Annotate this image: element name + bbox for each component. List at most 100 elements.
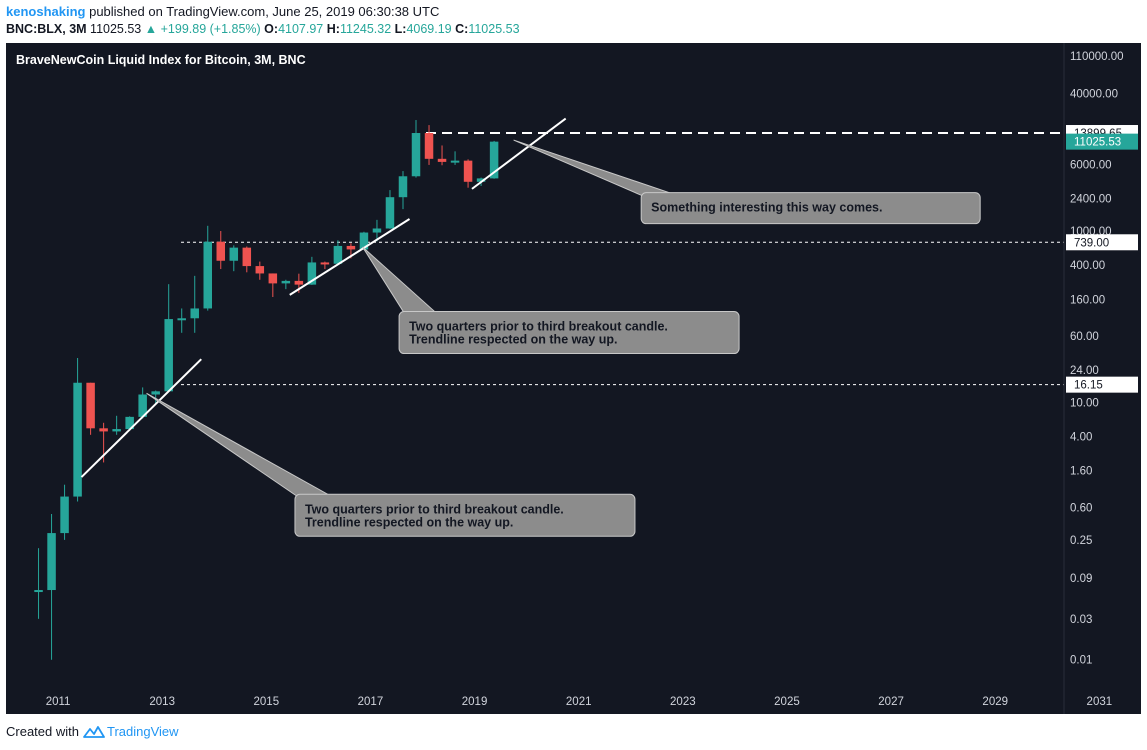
callout-text: Trendline respected on the way up. <box>409 333 617 347</box>
candle-body <box>385 197 395 229</box>
y-tick-label: 110000.00 <box>1070 51 1124 63</box>
y-tick-label: 4.00 <box>1070 432 1092 444</box>
y-tick-label: 6000.00 <box>1070 159 1112 171</box>
candle-body <box>242 247 252 267</box>
x-tick-label: 2015 <box>254 696 280 708</box>
callout-pointer <box>513 139 682 200</box>
x-tick-label: 2011 <box>46 696 71 708</box>
y-tick-label: 60.00 <box>1070 331 1099 343</box>
up-arrow-icon: ▲ <box>144 22 158 36</box>
chart-svg[interactable]: Something interesting this way comes. Two… <box>6 43 1141 714</box>
open-value: 4107.97 <box>278 22 324 36</box>
x-tick-label: 2021 <box>566 696 592 708</box>
candle-body <box>268 273 278 284</box>
callout-top: Something interesting this way comes. <box>513 139 981 225</box>
candle-body <box>216 241 226 261</box>
candle-body <box>60 496 69 534</box>
candle-body <box>229 247 239 261</box>
candle-body <box>255 266 265 274</box>
y-tick-label: 0.09 <box>1070 573 1092 585</box>
price-line-label-bg <box>1066 376 1138 393</box>
high-label: H: <box>326 22 340 36</box>
candle-body <box>398 176 408 198</box>
candle-body <box>34 590 43 593</box>
y-tick-label: 0.03 <box>1070 614 1092 626</box>
price-line-label-bg <box>1066 234 1138 251</box>
trendline <box>471 117 567 190</box>
candle-body <box>294 280 304 285</box>
y-tick-label: 1.60 <box>1070 466 1092 478</box>
y-tick-label: 40000.00 <box>1070 89 1118 101</box>
candle-body <box>73 382 82 497</box>
x-tick-label: 2027 <box>878 696 904 708</box>
callout-text: Two quarters prior to third breakout can… <box>305 502 564 516</box>
callout-text: Something interesting this way comes. <box>651 201 882 215</box>
trendline <box>80 358 202 478</box>
low-label: L: <box>394 22 407 36</box>
candle-body <box>307 262 317 285</box>
last-price: 11025.53 <box>90 22 142 36</box>
trendline <box>289 218 411 296</box>
candle-body <box>476 178 486 182</box>
close-label: C: <box>455 22 469 36</box>
x-tick-label: 2023 <box>670 696 696 708</box>
candle-body <box>437 158 447 162</box>
candle-body <box>86 382 95 429</box>
callout-box <box>398 311 740 355</box>
candle-body <box>450 160 460 163</box>
ohlc-header: BNC:BLX, 3M 11025.53 ▲ +199.89 (+1.85%) … <box>6 22 520 36</box>
x-tick-label: 2031 <box>1087 696 1113 708</box>
candle-body <box>99 428 108 432</box>
candle-body <box>151 391 160 395</box>
x-tick-label: 2017 <box>358 696 384 708</box>
y-tick-label: 400.00 <box>1070 260 1105 272</box>
y-tick-label: 0.01 <box>1070 655 1092 667</box>
candle-body <box>112 429 121 432</box>
y-tick-label: 160.00 <box>1070 294 1105 306</box>
candle-body <box>346 245 356 250</box>
candle-body <box>138 394 147 417</box>
chart-title: BraveNewCoin Liquid Index for Bitcoin, 3… <box>16 53 306 67</box>
candle-body <box>333 245 343 264</box>
tradingview-brand: TradingView <box>106 724 179 739</box>
x-tick-label: 2025 <box>774 696 800 708</box>
low-value: 4069.19 <box>406 22 452 36</box>
tradingview-logo-icon <box>83 725 105 738</box>
close-value: 11025.53 <box>468 22 520 36</box>
price-line-label: 739.00 <box>1074 237 1109 249</box>
candle-body <box>463 160 473 182</box>
created-with-label: Created with <box>6 724 79 739</box>
candle-body <box>489 141 499 179</box>
candle-body <box>177 318 186 321</box>
publish-text: published on TradingView.com, June 25, 2… <box>89 4 440 19</box>
publish-info: kenoshaking published on TradingView.com… <box>6 4 439 19</box>
price-change: +199.89 (+1.85%) <box>160 22 261 36</box>
candle-body <box>359 232 369 250</box>
y-tick-label: 24.00 <box>1070 365 1099 377</box>
y-tick-label: 10.00 <box>1070 398 1099 410</box>
x-tick-label: 2013 <box>149 696 175 708</box>
candle-body <box>203 241 212 309</box>
x-tick-label: 2029 <box>982 696 1008 708</box>
last-price-label-bg <box>1066 133 1138 150</box>
callout-box <box>640 192 981 225</box>
callout-low: Two quarters prior to third breakout can… <box>146 392 636 537</box>
candle-body <box>190 308 199 319</box>
callout-pointer <box>362 246 441 319</box>
candle-body <box>320 262 330 265</box>
symbol-label: BNC:BLX, 3M <box>6 22 87 36</box>
last-price-label: 11025.53 <box>1074 137 1121 149</box>
author-name[interactable]: kenoshaking <box>6 4 86 19</box>
tradingview-link[interactable]: TradingView <box>83 724 179 739</box>
y-tick-label: 2400.00 <box>1070 193 1112 205</box>
open-label: O: <box>264 22 279 36</box>
y-tick-label: 0.60 <box>1070 502 1092 514</box>
price-line-label: 16.15 <box>1074 380 1103 392</box>
callout-text: Two quarters prior to third breakout can… <box>409 320 668 334</box>
candle-body <box>424 133 434 159</box>
candle-body <box>372 228 382 233</box>
y-tick-label: 0.25 <box>1070 535 1092 547</box>
candle-body <box>47 533 56 591</box>
candle-body <box>281 280 291 284</box>
chart-area[interactable]: Something interesting this way comes. Two… <box>6 43 1141 714</box>
